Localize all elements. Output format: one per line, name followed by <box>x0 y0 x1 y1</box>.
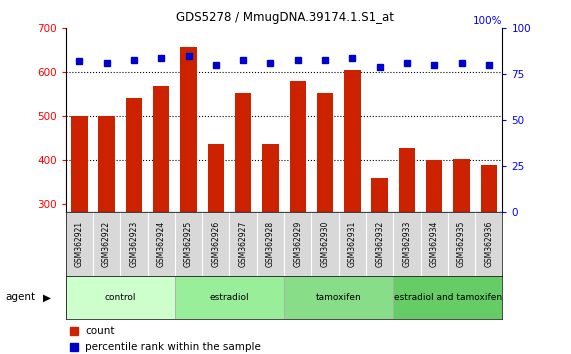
Bar <box>262 144 279 212</box>
Text: GSM362924: GSM362924 <box>156 221 166 267</box>
Bar <box>235 93 251 212</box>
Text: count: count <box>85 326 115 336</box>
Text: 100%: 100% <box>473 17 502 27</box>
Text: GSM362934: GSM362934 <box>430 221 439 268</box>
Text: agent: agent <box>6 292 36 302</box>
Text: percentile rank within the sample: percentile rank within the sample <box>85 342 261 352</box>
Text: tamoxifen: tamoxifen <box>316 293 361 302</box>
Bar <box>426 160 443 212</box>
Text: GSM362923: GSM362923 <box>130 221 138 267</box>
Bar <box>289 81 306 212</box>
Text: GSM362935: GSM362935 <box>457 221 466 268</box>
Bar <box>175 276 284 319</box>
Text: GSM362931: GSM362931 <box>348 221 357 267</box>
Bar <box>126 98 142 212</box>
Text: GSM362932: GSM362932 <box>375 221 384 267</box>
Bar <box>344 70 360 212</box>
Text: GSM362933: GSM362933 <box>403 221 412 268</box>
Bar <box>371 178 388 212</box>
Bar <box>317 93 333 212</box>
Bar <box>399 148 415 212</box>
Bar <box>71 116 87 212</box>
Bar <box>453 159 470 212</box>
Bar <box>98 116 115 212</box>
Text: estradiol: estradiol <box>210 293 250 302</box>
Text: GSM362926: GSM362926 <box>211 221 220 267</box>
Text: estradiol and tamoxifen: estradiol and tamoxifen <box>394 293 502 302</box>
Text: GSM362927: GSM362927 <box>239 221 248 267</box>
Text: GSM362925: GSM362925 <box>184 221 193 267</box>
Bar <box>66 276 175 319</box>
Text: GDS5278 / MmugDNA.39174.1.S1_at: GDS5278 / MmugDNA.39174.1.S1_at <box>176 11 395 24</box>
Text: GSM362922: GSM362922 <box>102 221 111 267</box>
Text: GSM362936: GSM362936 <box>484 221 493 268</box>
Text: GSM362929: GSM362929 <box>293 221 302 267</box>
Bar <box>208 144 224 212</box>
Bar <box>153 86 170 212</box>
Bar <box>180 47 196 212</box>
Bar <box>393 276 502 319</box>
Text: GSM362930: GSM362930 <box>320 221 329 268</box>
Bar <box>284 276 393 319</box>
Text: control: control <box>104 293 136 302</box>
Text: ▶: ▶ <box>43 292 51 302</box>
Text: GSM362921: GSM362921 <box>75 221 84 267</box>
Text: GSM362928: GSM362928 <box>266 221 275 267</box>
Bar <box>481 165 497 212</box>
